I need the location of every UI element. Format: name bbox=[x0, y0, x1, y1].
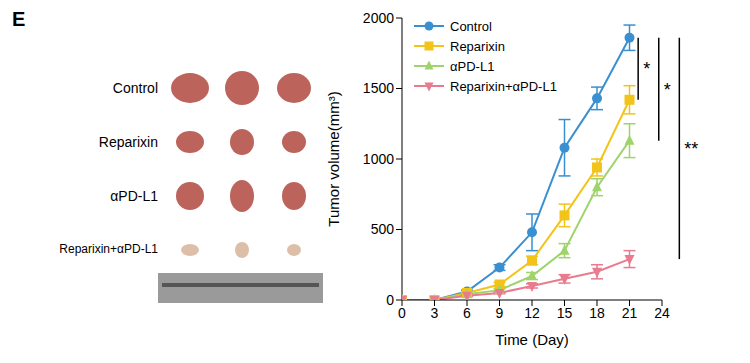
html-text:Control: Control bbox=[450, 18, 492, 34]
svg-text:2000: 2000 bbox=[363, 10, 394, 26]
svg-text:*: * bbox=[643, 59, 650, 79]
svg-text:21: 21 bbox=[622, 305, 638, 321]
svg-text:24: 24 bbox=[654, 305, 670, 321]
svg-text:9: 9 bbox=[496, 305, 504, 321]
svg-text:0: 0 bbox=[398, 305, 406, 321]
html-text:Control: Control bbox=[112, 80, 158, 96]
html-text:Reparixin: Reparixin bbox=[98, 134, 158, 150]
svg-text:15: 15 bbox=[557, 305, 573, 321]
svg-text:1500: 1500 bbox=[363, 80, 394, 96]
svg-text:1000: 1000 bbox=[363, 151, 394, 167]
svg-text:12: 12 bbox=[524, 305, 540, 321]
svg-text:Tumor volume(mm³): Tumor volume(mm³) bbox=[325, 91, 342, 226]
html-text:Reparixin+αPD-L1: Reparixin+αPD-L1 bbox=[59, 242, 158, 256]
svg-text:18: 18 bbox=[589, 305, 605, 321]
svg-text:0: 0 bbox=[386, 292, 394, 308]
svg-text:3: 3 bbox=[431, 305, 439, 321]
html-text:Reparixin+αPD-L1: Reparixin+αPD-L1 bbox=[450, 78, 557, 94]
svg-text:500: 500 bbox=[371, 221, 395, 237]
svg-text:*: * bbox=[664, 80, 671, 100]
svg-text:Time (Day): Time (Day) bbox=[495, 331, 569, 348]
svg-text:6: 6 bbox=[463, 305, 471, 321]
html-text:αPD-L1: αPD-L1 bbox=[110, 188, 158, 204]
html-text:Reparixin: Reparixin bbox=[450, 38, 505, 54]
html-text:E: E bbox=[12, 8, 26, 30]
html-text:αPD-L1: αPD-L1 bbox=[450, 58, 495, 74]
svg-text:**: ** bbox=[684, 139, 698, 159]
